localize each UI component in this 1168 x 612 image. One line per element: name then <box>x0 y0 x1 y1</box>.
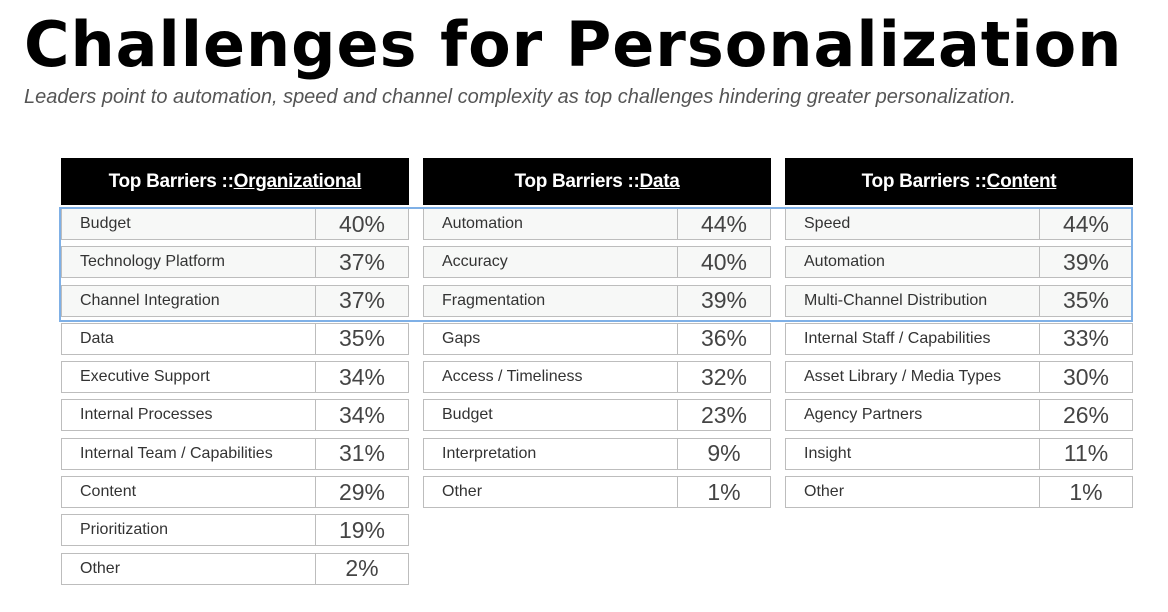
row-value: 26% <box>1039 400 1132 431</box>
row-label: Agency Partners <box>804 406 923 424</box>
row-value: 19% <box>315 515 408 546</box>
row-label: Speed <box>804 215 851 232</box>
panel-header-keyword: Organizational <box>233 170 362 192</box>
row-label: Internal Team / Capabilities <box>80 444 273 462</box>
table-row: Technology Platform 37% <box>61 246 409 279</box>
table-row: Accuracy 40% <box>423 246 771 279</box>
table-row: Internal Processes 34% <box>61 399 409 432</box>
table-row: Other 1% <box>785 476 1133 509</box>
row-value: 29% <box>315 477 408 508</box>
row-label: Access / Timeliness <box>442 368 583 386</box>
row-label: Asset Library / Media Types <box>804 368 1002 386</box>
row-label: Technology Platform <box>80 253 225 271</box>
panel-header-keyword: Content <box>986 170 1057 192</box>
row-label: Accuracy <box>442 253 508 271</box>
row-value: 30% <box>1039 362 1132 393</box>
row-label: Fragmentation <box>442 291 546 309</box>
table-row: Insight 11% <box>785 437 1133 470</box>
table-row: Automation 44% <box>423 208 771 240</box>
row-value: 40% <box>315 209 408 239</box>
panel-organizational: Top Barriers :: Organizational Budget 40%… <box>61 158 409 591</box>
panel-header: Top Barriers :: Content <box>785 158 1133 205</box>
row-value: 37% <box>315 285 408 316</box>
table-row: Other 2% <box>61 552 409 585</box>
panel-header: Top Barriers :: Data <box>423 158 771 205</box>
row-value: 35% <box>315 323 408 354</box>
row-value: 2% <box>315 553 408 584</box>
row-value: 1% <box>1039 477 1132 508</box>
row-label: Gaps <box>442 329 481 347</box>
row-label: Internal Staff / Capabilities <box>804 329 991 347</box>
row-value: 9% <box>677 438 770 469</box>
table-row: Asset Library / Media Types 30% <box>785 361 1133 394</box>
row-label: Multi-Channel Distribution <box>804 291 988 309</box>
page-title: Challenges for Personalization <box>24 8 1123 81</box>
row-value: 23% <box>677 400 770 431</box>
row-value: 31% <box>315 438 408 469</box>
row-value: 34% <box>315 400 408 431</box>
table-row: Multi-Channel Distribution 35% <box>785 284 1133 317</box>
row-label: Data <box>80 329 114 347</box>
row-label: Interpretation <box>442 444 537 462</box>
row-value: 37% <box>315 247 408 278</box>
row-label: Internal Processes <box>80 406 213 424</box>
table-row: Content 29% <box>61 476 409 509</box>
table-row: Gaps 36% <box>423 322 771 355</box>
table-row: Budget 40% <box>61 208 409 240</box>
row-label: Automation <box>804 253 885 271</box>
row-value: 34% <box>315 362 408 393</box>
table-row: Channel Integration 37% <box>61 284 409 317</box>
panel-header-prefix: Top Barriers :: <box>514 170 640 192</box>
table-row: Speed 44% <box>785 208 1133 240</box>
table-row: Fragmentation 39% <box>423 284 771 317</box>
table-row: Internal Team / Capabilities 31% <box>61 437 409 470</box>
row-value: 11% <box>1039 438 1132 469</box>
panel-header: Top Barriers :: Organizational <box>61 158 409 205</box>
panel-content: Top Barriers :: Content Speed 44% Automat… <box>785 158 1133 514</box>
row-label: Other <box>442 483 483 501</box>
table-row: Interpretation 9% <box>423 437 771 470</box>
row-value: 40% <box>677 247 770 278</box>
row-label: Prioritization <box>80 521 169 539</box>
row-label: Other <box>804 483 845 501</box>
table-row: Automation 39% <box>785 246 1133 279</box>
row-label: Executive Support <box>80 368 210 386</box>
table-row: Prioritization 19% <box>61 514 409 547</box>
table-row: Budget 23% <box>423 399 771 432</box>
table-row: Data 35% <box>61 322 409 355</box>
panel-header-keyword: Data <box>639 170 680 192</box>
row-label: Budget <box>442 406 493 424</box>
table-row: Agency Partners 26% <box>785 399 1133 432</box>
table-row: Access / Timeliness 32% <box>423 361 771 394</box>
panel-data: Top Barriers :: Data Automation 44% Accur… <box>423 158 771 514</box>
row-value: 33% <box>1039 323 1132 354</box>
row-value: 39% <box>1039 247 1132 278</box>
row-value: 39% <box>677 285 770 316</box>
table-row: Internal Staff / Capabilities 33% <box>785 322 1133 355</box>
row-label: Budget <box>80 215 131 232</box>
row-value: 44% <box>677 209 770 239</box>
row-value: 1% <box>677 477 770 508</box>
row-value: 35% <box>1039 285 1132 316</box>
row-label: Channel Integration <box>80 291 220 309</box>
row-value: 32% <box>677 362 770 393</box>
page-subtitle: Leaders point to automation, speed and c… <box>24 86 1016 108</box>
row-label: Content <box>80 483 137 501</box>
table-row: Other 1% <box>423 476 771 509</box>
row-value: 44% <box>1039 209 1132 239</box>
row-value: 36% <box>677 323 770 354</box>
row-label: Other <box>80 559 121 577</box>
panel-header-prefix: Top Barriers :: <box>108 170 234 192</box>
panel-header-prefix: Top Barriers :: <box>861 170 987 192</box>
table-row: Executive Support 34% <box>61 361 409 394</box>
row-label: Automation <box>442 215 523 232</box>
row-label: Insight <box>804 444 852 462</box>
